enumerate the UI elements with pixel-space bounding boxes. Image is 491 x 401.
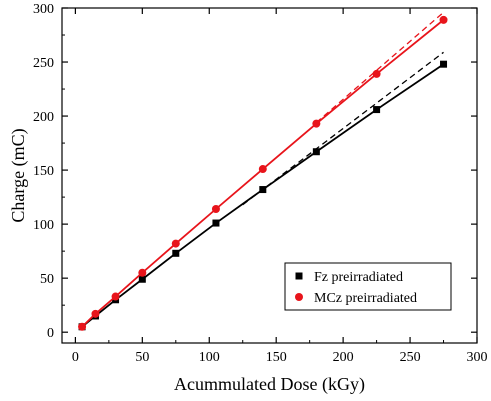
mcz-dashed-fit-line bbox=[315, 11, 444, 124]
fz-point-7 bbox=[312, 148, 320, 156]
plot-frame bbox=[61, 7, 478, 344]
y-tick-label-200: 200 bbox=[33, 110, 54, 125]
x-tick-label-50: 50 bbox=[135, 350, 149, 365]
mcz-point-9 bbox=[439, 15, 448, 24]
fz-point-4 bbox=[172, 249, 180, 257]
axis-ticks: 0 50 100 150 200 250 300 0 50 100 150 200 250 300 bbox=[33, 2, 488, 365]
y-tick-label-0: 0 bbox=[47, 326, 54, 341]
mcz-point-8 bbox=[372, 69, 381, 78]
mcz-point-5 bbox=[211, 205, 220, 213]
fz-point-3 bbox=[138, 275, 146, 283]
x-axis-title: Acummulated Dose (kGy) bbox=[174, 374, 365, 395]
y-tick-label-300: 300 bbox=[33, 2, 54, 17]
legend-marker-fz bbox=[295, 272, 303, 280]
x-tick-label-250: 250 bbox=[400, 350, 421, 365]
x-tick-label-0: 0 bbox=[72, 350, 79, 365]
mcz-series-line bbox=[81, 19, 445, 328]
legend-box bbox=[284, 262, 452, 311]
y-tick-label-50: 50 bbox=[40, 272, 54, 287]
fz-series-line bbox=[81, 63, 445, 328]
fz-point-6 bbox=[259, 186, 267, 194]
fz-point-8 bbox=[373, 106, 381, 114]
x-tick-label-150: 150 bbox=[266, 350, 287, 365]
mcz-point-4 bbox=[171, 239, 180, 248]
y-axis-title: Charge (mC) bbox=[8, 128, 29, 222]
y-tick-label-100: 100 bbox=[33, 218, 54, 233]
legend-marker-mcz bbox=[295, 293, 303, 301]
x-tick-label-200: 200 bbox=[333, 350, 354, 365]
y-tick-label-150: 150 bbox=[33, 164, 54, 179]
mcz-point-1 bbox=[91, 309, 100, 318]
x-tick-label-300: 300 bbox=[467, 350, 488, 365]
legend-label-fz: Fz preirradiated bbox=[314, 270, 403, 285]
fz-point-9 bbox=[440, 60, 448, 68]
legend-label-mcz: MCz preirradiated bbox=[314, 291, 417, 306]
mcz-point-7 bbox=[312, 119, 321, 128]
legend: Fz preirradiated MCz preirradiated bbox=[284, 262, 452, 311]
mcz-point-2 bbox=[111, 292, 120, 301]
mcz-point-6 bbox=[258, 165, 267, 174]
fz-point-5 bbox=[212, 219, 220, 227]
y-tick-label-250: 250 bbox=[33, 56, 54, 71]
mcz-point-0 bbox=[78, 322, 87, 331]
x-tick-label-100: 100 bbox=[199, 350, 220, 365]
mcz-point-3 bbox=[138, 268, 147, 277]
data-marks bbox=[78, 11, 448, 331]
